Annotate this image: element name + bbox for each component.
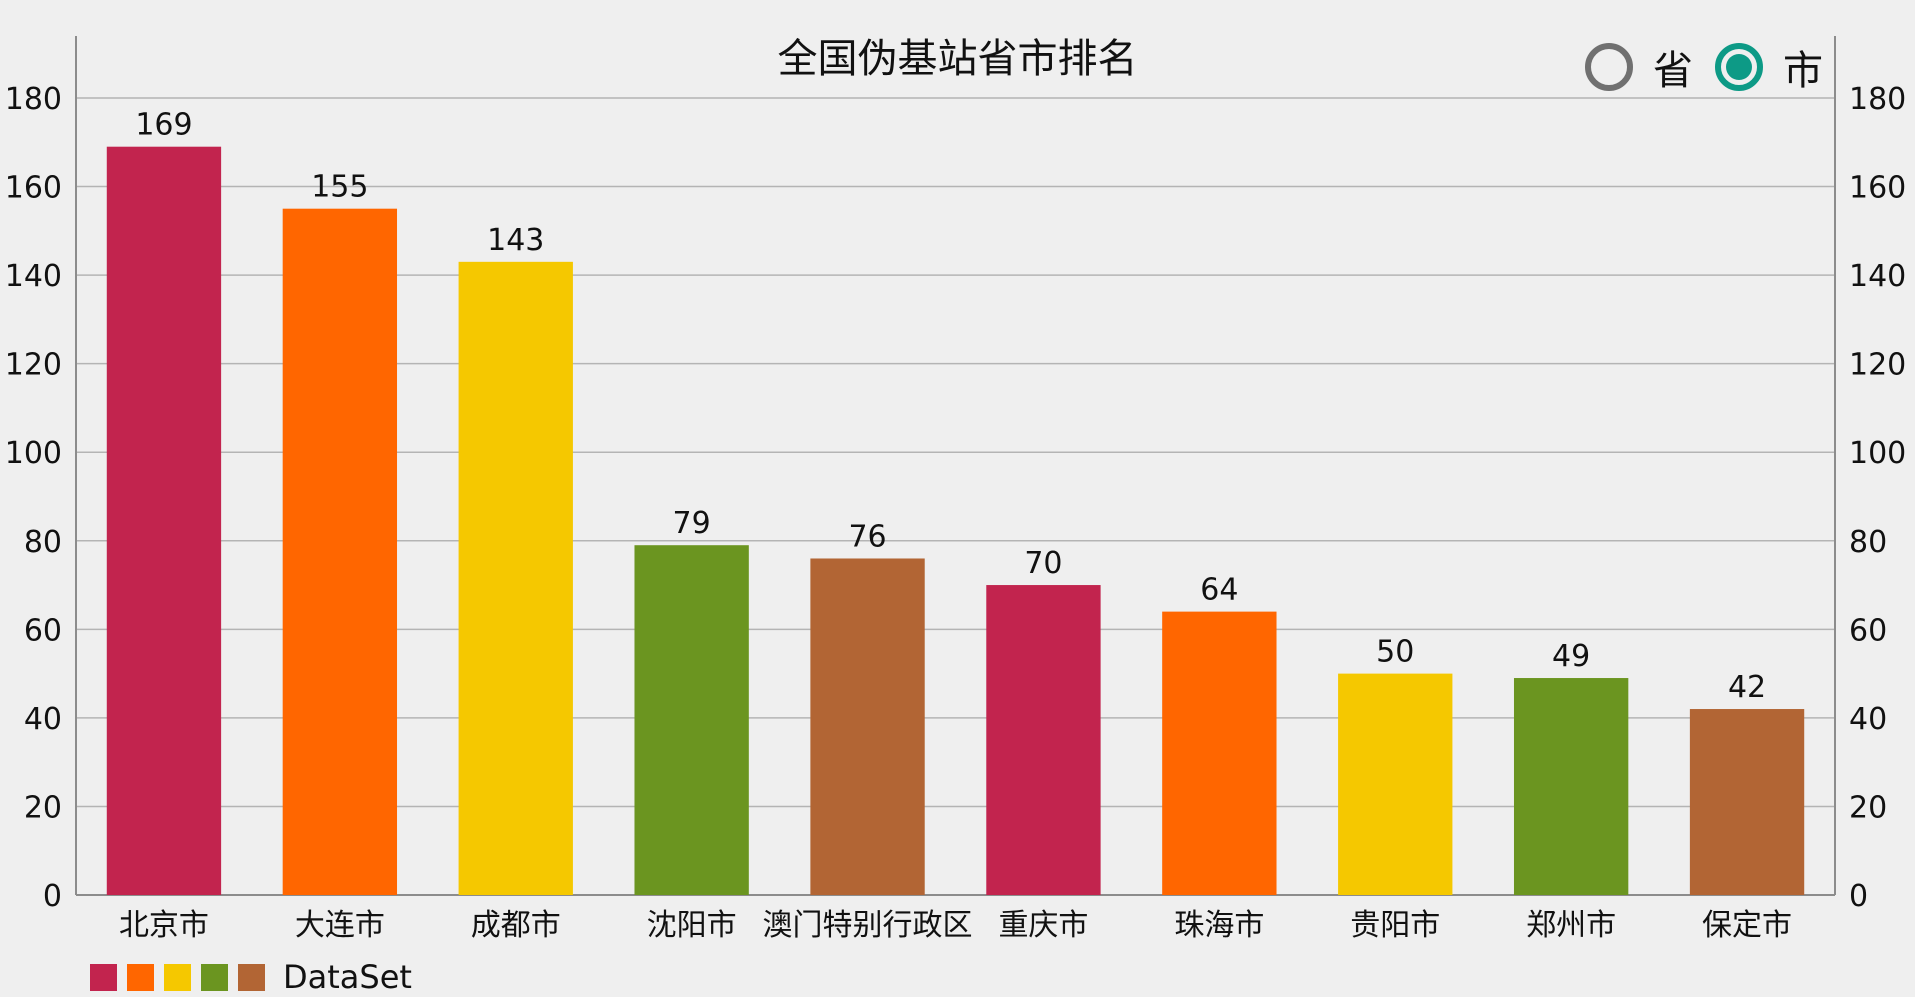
bar xyxy=(1162,611,1277,895)
x-tick-label: 成都市 xyxy=(471,908,561,943)
bar-value-label: 70 xyxy=(1024,546,1062,581)
legend: DataSet xyxy=(90,958,412,996)
x-tick-label: 保定市 xyxy=(1702,908,1792,943)
radio-circle-icon xyxy=(1585,43,1633,91)
bar xyxy=(810,558,925,895)
y2-tick-label: 40 xyxy=(1849,702,1887,737)
legend-swatch xyxy=(164,963,191,991)
y2-tick-label: 120 xyxy=(1849,348,1906,383)
bar-value-label: 42 xyxy=(1728,670,1766,705)
region-toggle: 省 市 xyxy=(1563,38,1823,96)
legend-swatch xyxy=(201,963,228,991)
y2-tick-label: 160 xyxy=(1849,171,1906,206)
bar-value-label: 76 xyxy=(848,519,886,554)
y-tick-label: 160 xyxy=(5,171,62,206)
y-tick-label: 120 xyxy=(5,348,62,383)
y2-tick-label: 100 xyxy=(1849,436,1906,471)
city-radio[interactable]: 市 xyxy=(1715,38,1823,96)
bar xyxy=(458,261,573,895)
bar-value-label: 79 xyxy=(673,506,711,541)
legend-swatch xyxy=(90,963,117,991)
y-tick-label: 20 xyxy=(24,790,62,825)
bar xyxy=(106,146,222,896)
y-tick-label: 0 xyxy=(43,879,62,914)
y2-tick-label: 80 xyxy=(1849,525,1887,560)
bar-value-label: 143 xyxy=(487,223,544,258)
province-radio-label: 省 xyxy=(1653,48,1693,94)
y-tick-label: 60 xyxy=(24,613,62,648)
province-radio[interactable]: 省 xyxy=(1585,38,1693,96)
y-tick-label: 140 xyxy=(5,259,62,294)
chart-title: 全国伪基站省市排名 xyxy=(777,36,1138,82)
y2-tick-label: 60 xyxy=(1849,613,1887,648)
legend-swatch xyxy=(238,963,265,991)
x-tick-label: 郑州市 xyxy=(1526,908,1616,943)
city-radio-label: 市 xyxy=(1783,48,1823,94)
legend-label: DataSet xyxy=(283,958,412,996)
y2-tick-label: 180 xyxy=(1849,82,1906,117)
y-tick-label: 100 xyxy=(5,436,62,471)
y2-tick-label: 20 xyxy=(1849,790,1887,825)
bar xyxy=(1338,673,1453,895)
bar-value-label: 155 xyxy=(311,170,368,205)
y2-tick-label: 0 xyxy=(1849,879,1868,914)
x-tick-label: 北京市 xyxy=(119,908,209,943)
bar xyxy=(986,585,1101,895)
bar xyxy=(282,208,398,896)
x-tick-label: 珠海市 xyxy=(1174,908,1264,943)
x-tick-label: 沈阳市 xyxy=(647,908,737,943)
radio-circle-icon xyxy=(1715,43,1763,91)
legend-swatch xyxy=(127,963,154,991)
bar-value-label: 49 xyxy=(1552,639,1590,674)
y-tick-label: 40 xyxy=(24,702,62,737)
x-tick-label: 重庆市 xyxy=(998,908,1088,943)
bar xyxy=(1689,709,1805,895)
x-tick-label: 贵阳市 xyxy=(1350,908,1440,943)
bar-value-label: 169 xyxy=(135,108,192,143)
bar xyxy=(1513,678,1629,895)
y2-tick-label: 140 xyxy=(1849,259,1906,294)
bar-value-label: 50 xyxy=(1376,635,1414,670)
x-tick-label: 澳门特别行政区 xyxy=(763,908,973,943)
bar-value-label: 64 xyxy=(1200,573,1238,608)
bar xyxy=(634,545,749,895)
y-tick-label: 80 xyxy=(24,525,62,560)
x-tick-label: 大连市 xyxy=(295,908,385,943)
y-tick-label: 180 xyxy=(5,82,62,117)
